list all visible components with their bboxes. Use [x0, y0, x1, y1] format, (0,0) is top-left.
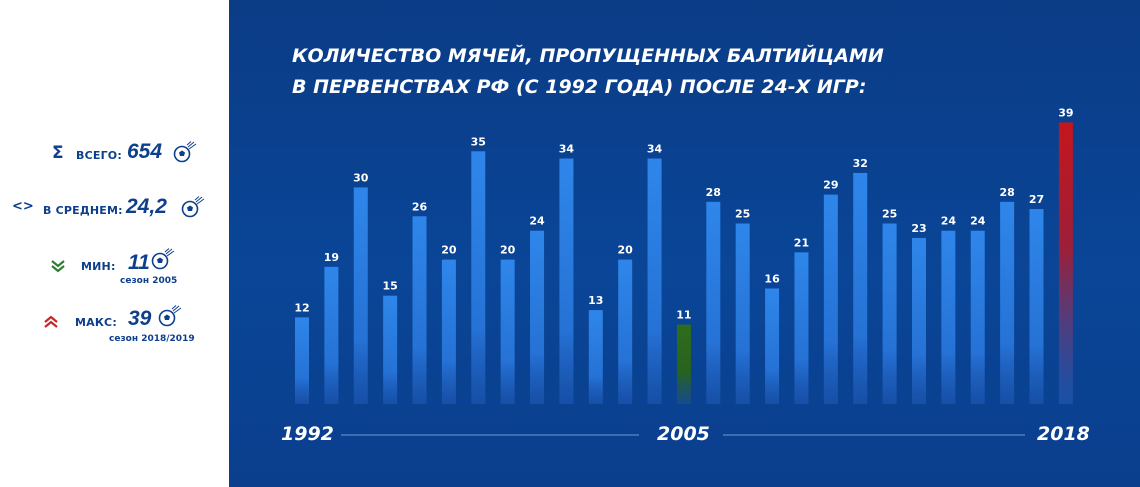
bar-1997: [441, 259, 456, 404]
bar-value-label-2009: 21: [794, 236, 809, 249]
soccer-ball-icon: [158, 305, 182, 327]
axis-label-start: 1992: [281, 423, 334, 445]
bar-value-label-2015: 24: [970, 215, 986, 228]
stat-total: Σ ВСЕГО: 654: [0, 135, 229, 175]
stat-min-note: сезон 2005: [120, 276, 178, 286]
bar-2000: [530, 230, 545, 404]
stats-panel: Σ ВСЕГО: 654 <> В СРЕДНЕМ: 24,2 МИН: 11: [0, 0, 229, 487]
bar-value-label-2000: 24: [529, 215, 545, 228]
bar-value-label-1999: 20: [500, 244, 516, 257]
bar-2010: [823, 194, 838, 404]
bar-value-label-2017: 27: [1029, 193, 1044, 206]
bar-value-label-2006: 28: [706, 186, 721, 199]
bar-2004: [647, 158, 662, 404]
bar-2018/2019: [1058, 122, 1073, 405]
bar-value-label-1993: 19: [324, 251, 339, 264]
bar-value-label-1998: 35: [471, 135, 486, 148]
stat-max-value: 39: [128, 307, 152, 330]
chart-panel: КОЛИЧЕСТВО МЯЧЕЙ, ПРОПУЩЕННЫХ БАЛТИЙЦАМИ…: [229, 0, 1140, 487]
bar-value-label-2016: 28: [999, 186, 1014, 199]
stat-min-label: МИН:: [81, 260, 116, 273]
bar-value-label-1995: 15: [382, 280, 397, 293]
bar-value-label-2007: 25: [735, 208, 750, 221]
stat-min-value: 11: [128, 251, 150, 274]
bar-value-label-2002: 13: [588, 294, 603, 307]
bar-value-label-2003: 20: [618, 244, 634, 257]
stat-average-value: 24,2: [126, 195, 167, 218]
bar-2017: [1029, 209, 1044, 404]
bar-value-label-2008: 16: [764, 272, 780, 285]
chart-title-line-2: В ПЕРВЕНСТВАХ РФ (С 1992 ГОДА) ПОСЛЕ 24-…: [292, 76, 867, 98]
diamond-arrows-icon: <>: [12, 199, 34, 214]
bar-2015: [970, 230, 985, 404]
bar-2001: [559, 158, 574, 404]
bar-value-label-2012: 25: [882, 208, 897, 221]
sigma-icon: Σ: [52, 143, 64, 163]
stat-total-value: 654: [127, 140, 163, 163]
bar-value-label-1997: 20: [441, 244, 457, 257]
bar-value-label-2013: 23: [911, 222, 926, 235]
bar-2014: [941, 230, 956, 404]
bar-1993: [324, 266, 339, 404]
stat-total-label: ВСЕГО:: [76, 149, 122, 162]
bar-1996: [412, 216, 427, 404]
bar-1999: [500, 259, 515, 404]
bar-2013: [911, 237, 926, 404]
bar-value-label-1994: 30: [353, 171, 369, 184]
chart-title-line-1: КОЛИЧЕСТВО МЯЧЕЙ, ПРОПУЩЕННЫХ БАЛТИЙЦАМИ: [292, 45, 884, 67]
stat-max: МАКС: 39 сезон 2018/2019: [0, 302, 229, 344]
bar-2012: [882, 223, 897, 404]
bar-chart: 12 19 30 15 26 20 35 20 24 34 13 20 34 11 28 25 16 21 29 32…: [294, 106, 1074, 436]
bar-1994: [353, 187, 368, 404]
stat-max-note: сезон 2018/2019: [109, 334, 195, 344]
bar-value-label-2010: 29: [823, 179, 838, 192]
bar-value-label-2001: 34: [559, 143, 575, 156]
bar-1992: [295, 317, 309, 404]
bar-2002: [588, 310, 603, 404]
soccer-ball-icon: [173, 141, 197, 163]
bar-2016: [1000, 201, 1015, 404]
bar-2011: [853, 172, 868, 404]
bar-value-label-1992: 12: [294, 301, 309, 314]
bar-2007: [735, 223, 750, 404]
bar-2003: [618, 259, 633, 404]
bar-2005: [676, 324, 691, 404]
stat-max-label: МАКС:: [75, 316, 117, 329]
stat-average: <> В СРЕДНЕМ: 24,2: [0, 190, 229, 230]
bar-1995: [383, 295, 398, 404]
soccer-ball-icon: [181, 196, 205, 218]
chevron-up-icon: [44, 315, 58, 328]
bar-value-label-2004: 34: [647, 143, 663, 156]
bar-value-label-2014: 24: [941, 215, 957, 228]
axis-label-end: 2018: [1037, 423, 1090, 445]
bar-2009: [794, 252, 809, 404]
stat-min: МИН: 11 сезон 2005: [0, 246, 229, 286]
bar-value-label-2011: 32: [853, 157, 868, 170]
bar-1998: [471, 151, 486, 404]
axis-label-mid: 2005: [657, 423, 710, 445]
bar-value-label-2005: 11: [676, 309, 691, 322]
soccer-ball-icon: [151, 248, 175, 270]
chevron-down-icon: [51, 260, 65, 273]
bar-2008: [765, 288, 780, 404]
stat-average-label: В СРЕДНЕМ:: [43, 204, 123, 217]
bar-2006: [706, 201, 721, 404]
bar-value-label-1996: 26: [412, 200, 428, 213]
bar-value-label-2018/2019: 39: [1058, 106, 1073, 119]
